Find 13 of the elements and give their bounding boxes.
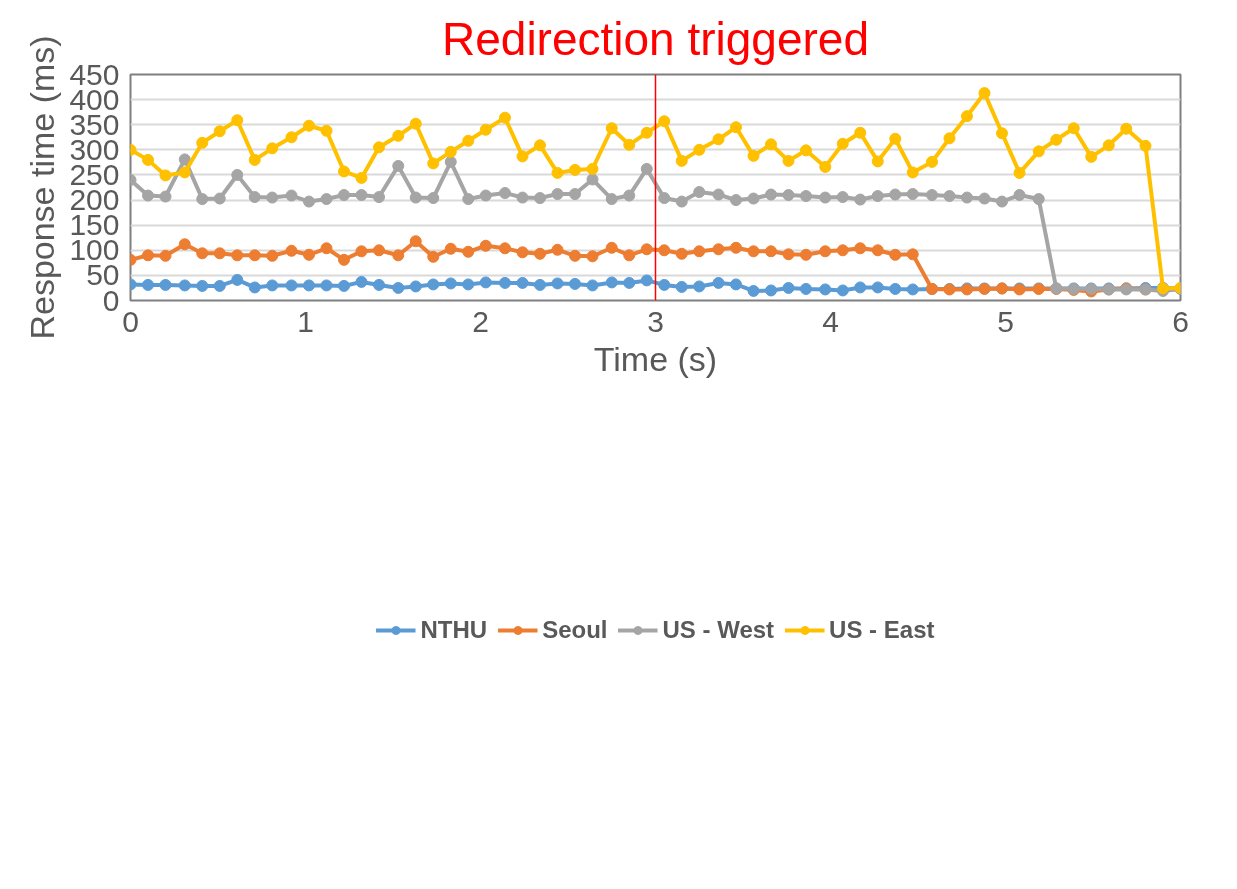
ref-line-label: Redirection triggered: [442, 12, 870, 65]
x-tick-label: 5: [997, 304, 1014, 338]
x-axis-title: Time (s): [593, 339, 718, 378]
legend-label: US - West: [662, 616, 775, 644]
x-tick-label: 3: [647, 304, 664, 338]
x-tick-label: 6: [1172, 304, 1189, 338]
x-tick-label: 2: [472, 304, 489, 338]
x-tick-label: 1: [297, 304, 314, 338]
legend-label: US - East: [829, 616, 935, 644]
x-tick-label: 4: [822, 304, 839, 338]
y-axis-title: Response time (ms): [23, 35, 62, 340]
legend-label: Seoul: [542, 616, 608, 644]
legend-label: NTHU: [420, 616, 488, 644]
